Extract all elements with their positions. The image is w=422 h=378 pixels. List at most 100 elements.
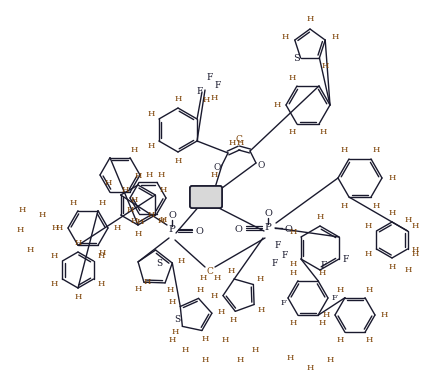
Text: H: H — [51, 253, 58, 260]
Text: F: F — [275, 240, 281, 249]
Text: H: H — [74, 293, 82, 301]
Text: H: H — [236, 139, 243, 147]
Text: H: H — [228, 139, 236, 147]
Text: O: O — [195, 228, 203, 237]
Text: H: H — [289, 260, 297, 268]
Text: H: H — [326, 356, 334, 364]
Text: H: H — [236, 356, 243, 364]
Text: H: H — [166, 287, 174, 294]
Text: H: H — [148, 211, 155, 219]
Text: H: H — [289, 128, 296, 136]
Text: H: H — [316, 213, 324, 221]
Text: H: H — [221, 336, 229, 344]
Text: H: H — [290, 269, 297, 277]
Text: H: H — [388, 263, 396, 271]
Text: H: H — [174, 95, 182, 103]
Text: H: H — [181, 346, 189, 354]
Text: H: H — [365, 249, 372, 257]
Text: F: F — [321, 260, 327, 270]
Text: H: H — [340, 146, 348, 154]
Text: H: H — [337, 336, 344, 344]
Text: O: O — [234, 226, 242, 234]
Text: H: H — [197, 285, 204, 294]
Text: H: H — [319, 269, 326, 277]
Text: C: C — [206, 268, 214, 276]
Text: P: P — [168, 226, 176, 234]
Text: H: H — [210, 292, 218, 300]
Text: H: H — [126, 206, 134, 214]
Text: H: H — [51, 224, 59, 232]
Text: H: H — [114, 224, 121, 232]
Text: H: H — [134, 172, 142, 180]
Text: C: C — [235, 135, 242, 144]
Text: H: H — [217, 308, 225, 316]
Text: H: H — [99, 249, 106, 257]
Text: F: F — [207, 73, 213, 82]
Text: H: H — [281, 33, 289, 41]
Text: H: H — [172, 328, 179, 336]
Text: H: H — [258, 305, 265, 313]
Text: H: H — [340, 202, 348, 210]
Text: F: F — [215, 81, 221, 90]
Text: H: H — [38, 211, 46, 219]
Text: O: O — [264, 209, 272, 218]
Text: F: F — [272, 259, 278, 268]
Text: H: H — [174, 157, 182, 165]
Text: H: H — [158, 170, 165, 179]
Text: H: H — [98, 253, 105, 260]
Text: H: H — [18, 206, 26, 214]
Text: S: S — [174, 316, 180, 324]
Text: H: H — [289, 228, 297, 237]
Text: S: S — [293, 54, 300, 64]
Text: H: H — [202, 96, 210, 104]
Text: O: O — [213, 164, 221, 172]
Text: H: H — [273, 101, 281, 109]
Text: F: F — [331, 294, 337, 302]
Text: H: H — [99, 199, 106, 207]
Text: H: H — [131, 217, 138, 225]
Text: H: H — [404, 216, 412, 224]
Text: H: H — [257, 275, 264, 283]
Text: H: H — [372, 202, 380, 210]
Text: Eu: Eu — [198, 191, 214, 201]
Text: H: H — [26, 246, 34, 254]
Text: H: H — [366, 286, 373, 294]
Text: H: H — [365, 223, 372, 231]
Text: H: H — [290, 319, 297, 327]
Text: H: H — [372, 146, 380, 154]
Text: H: H — [210, 171, 218, 179]
Text: H: H — [337, 286, 344, 294]
Text: H: H — [160, 215, 167, 223]
Text: O: O — [168, 212, 176, 220]
Text: H: H — [136, 218, 143, 226]
Text: H: H — [158, 217, 165, 225]
Text: H: H — [404, 266, 412, 274]
Text: H: H — [201, 356, 209, 364]
Text: F: F — [343, 254, 349, 263]
Text: H: H — [74, 239, 82, 247]
Text: H: H — [286, 354, 294, 362]
Text: H: H — [177, 257, 185, 265]
Text: H: H — [289, 74, 296, 82]
Text: H: H — [98, 279, 105, 288]
Text: H: H — [252, 346, 259, 354]
FancyBboxPatch shape — [190, 186, 222, 208]
Text: O: O — [257, 161, 265, 170]
Text: H: H — [213, 274, 221, 282]
Text: H: H — [168, 336, 176, 344]
Text: H: H — [210, 94, 218, 102]
Text: H: H — [160, 186, 167, 195]
Text: H: H — [169, 298, 176, 306]
Text: H: H — [411, 246, 419, 254]
Text: H: H — [412, 223, 419, 231]
Text: H: H — [134, 230, 142, 238]
Text: Eu: Eu — [198, 191, 214, 201]
Text: H: H — [331, 33, 338, 41]
Text: O: O — [284, 226, 292, 234]
Text: S: S — [156, 260, 162, 268]
Text: H: H — [145, 171, 153, 179]
Text: H: H — [104, 179, 112, 187]
Text: F: F — [282, 251, 288, 260]
Text: H: H — [147, 110, 155, 118]
Text: H: H — [131, 146, 138, 154]
